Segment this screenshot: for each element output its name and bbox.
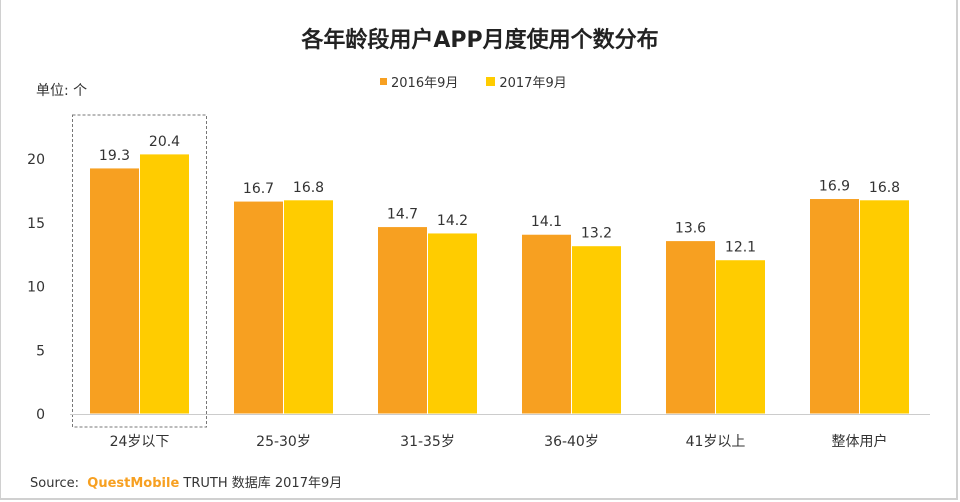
- x-tick-label: 31-35岁: [400, 434, 455, 450]
- data-label: 16.8: [293, 180, 324, 196]
- legend-item-2017: 2017年9月: [486, 72, 567, 91]
- bar-2016: [665, 240, 716, 415]
- x-tick-label: 整体用户: [832, 433, 888, 450]
- legend-item-2016: 2016年9月: [380, 72, 458, 91]
- legend-swatch-2017: [486, 77, 496, 86]
- data-label: 20.4: [149, 134, 180, 150]
- source-brand: QuestMobile: [87, 476, 180, 491]
- data-label: 16.7: [243, 181, 274, 197]
- bar-2017: [715, 259, 766, 415]
- data-label: 16.8: [869, 180, 900, 196]
- bar-2017: [283, 199, 334, 415]
- bar-2017: [139, 153, 190, 415]
- y-axis-unit-label: 单位: 个: [36, 83, 88, 99]
- y-tick-label: 20: [27, 152, 45, 168]
- bar-2016: [521, 233, 572, 415]
- legend-label: 2017年9月: [499, 76, 567, 91]
- legend: 2016年9月 2017年9月: [380, 72, 567, 91]
- y-tick-label: 15: [27, 216, 45, 232]
- legend-swatch-2016: [380, 78, 387, 85]
- x-tick-label: 36-40岁: [544, 434, 599, 450]
- source-prefix: Source:: [30, 476, 80, 491]
- bar-2016: [233, 200, 284, 415]
- bar-2017: [859, 199, 910, 415]
- bar-2017: [571, 245, 622, 415]
- source-note: Source: QuestMobile TRUTH 数据库 2017年9月: [30, 472, 342, 491]
- y-tick-label: 0: [36, 407, 45, 423]
- chart-title: 各年龄段用户APP月度使用个数分布: [301, 28, 659, 53]
- data-label: 19.3: [99, 148, 130, 164]
- data-label: 13.6: [675, 221, 706, 237]
- data-label: 16.9: [819, 179, 850, 195]
- x-tick-label: 25-30岁: [256, 434, 311, 450]
- data-label: 14.1: [531, 214, 562, 230]
- y-tick-label: 10: [27, 280, 45, 296]
- bar-2016: [89, 167, 140, 415]
- x-tick-label: 24岁以下: [110, 434, 170, 450]
- legend-label: 2016年9月: [391, 76, 459, 91]
- data-label: 14.2: [437, 213, 468, 229]
- source-text: TRUTH 数据库 2017年9月: [183, 476, 343, 491]
- data-label: 12.1: [725, 240, 756, 256]
- data-label: 14.7: [387, 207, 418, 223]
- y-tick-label: 5: [36, 343, 45, 359]
- bar-2017: [427, 232, 478, 415]
- bar-2016: [377, 226, 428, 415]
- x-tick-label: 41岁以上: [686, 434, 746, 450]
- bar-2016: [809, 198, 860, 415]
- highlight-box: [72, 114, 207, 428]
- data-label: 13.2: [581, 226, 612, 242]
